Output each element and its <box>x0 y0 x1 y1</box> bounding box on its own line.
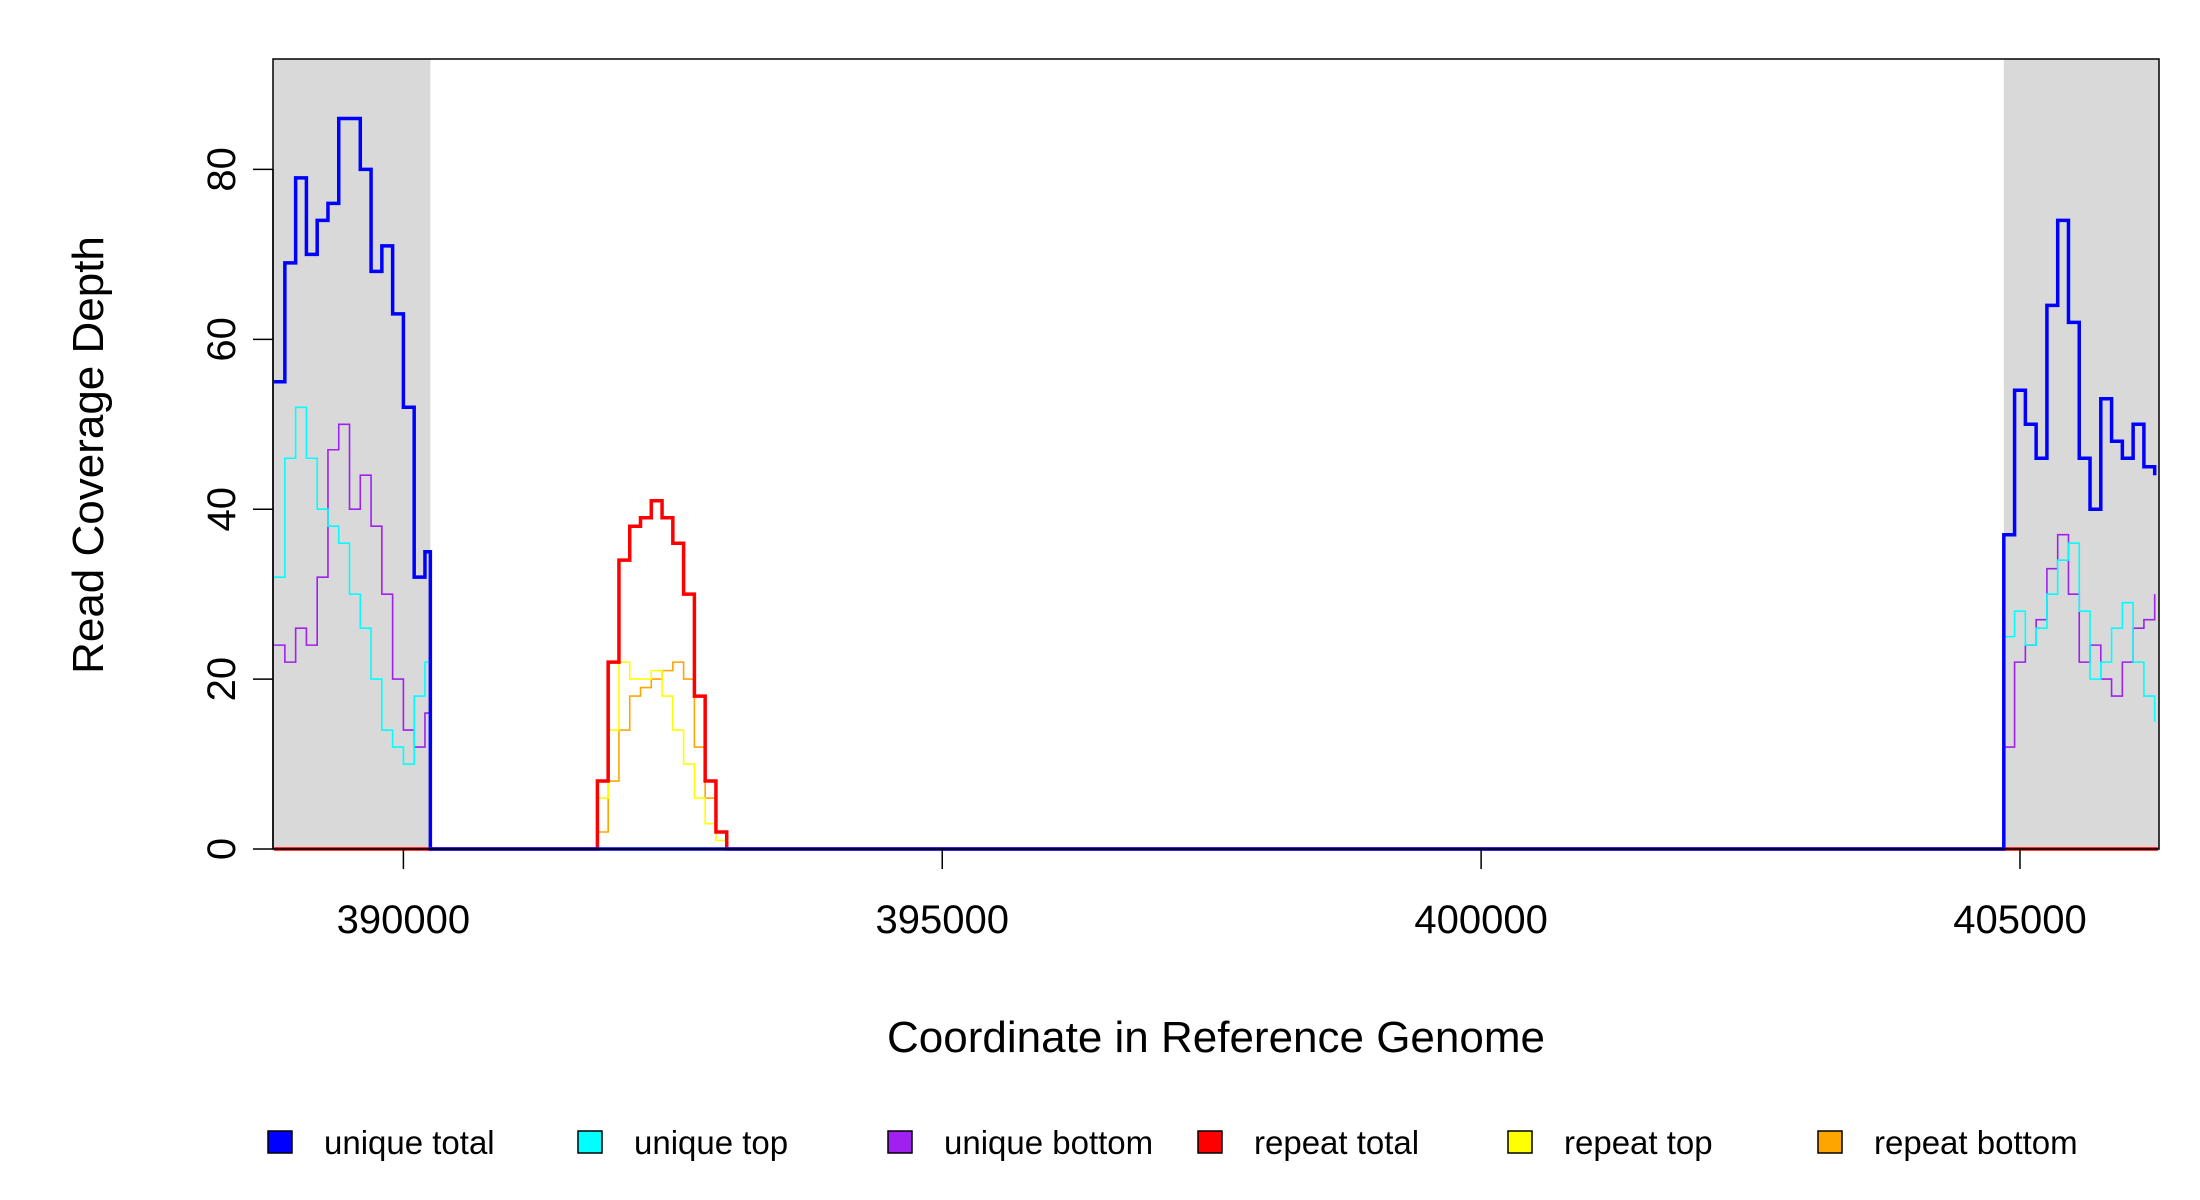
legend-swatch <box>887 1130 913 1154</box>
series-line <box>274 116 2157 851</box>
legend-swatch <box>1197 1130 1223 1154</box>
x-axis-label: Coordinate in Reference Genome <box>887 1013 1545 1062</box>
x-tick-label: 405000 <box>1953 898 2086 942</box>
y-tick-label: 0 <box>200 838 244 860</box>
shaded-region <box>2003 59 2159 849</box>
legend-swatch <box>1817 1130 1843 1154</box>
series-line <box>274 498 2158 851</box>
y-tick-label: 60 <box>200 317 244 362</box>
legend-label: repeat total <box>1254 1124 1419 1161</box>
legend-label: unique total <box>324 1124 495 1161</box>
legend-swatch <box>1507 1130 1533 1154</box>
y-axis-label: Read Coverage Depth <box>64 236 113 674</box>
plot-frame <box>272 58 2160 850</box>
x-tick-label: 390000 <box>337 898 470 942</box>
series-line <box>274 406 2156 850</box>
x-tick-label: 395000 <box>876 898 1009 942</box>
series-line <box>274 423 2156 850</box>
legend-label: unique bottom <box>944 1124 1153 1161</box>
legend-label: repeat bottom <box>1874 1124 2078 1161</box>
series-line <box>274 661 2158 850</box>
legend-label: repeat top <box>1564 1124 1713 1161</box>
y-tick-label: 20 <box>200 657 244 702</box>
y-tick-label: 80 <box>200 147 244 192</box>
y-tick-label: 40 <box>200 487 244 532</box>
series-line <box>274 661 2158 850</box>
legend-swatch <box>577 1130 603 1154</box>
x-tick-label: 400000 <box>1414 898 1547 942</box>
legend-label: unique top <box>634 1124 788 1161</box>
legend-swatch <box>267 1130 293 1154</box>
